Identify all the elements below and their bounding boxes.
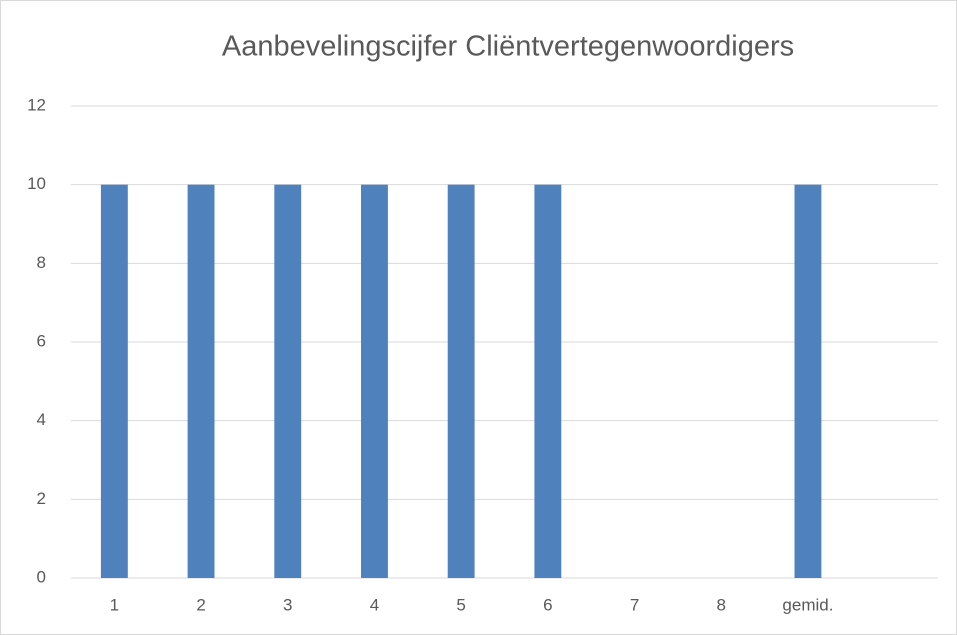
y-tick-label: 0 (37, 567, 46, 586)
bar (361, 184, 388, 578)
y-tick-label: 2 (37, 489, 46, 508)
bar (534, 184, 562, 578)
y-tick-label: 4 (37, 410, 46, 429)
x-tick-label: 2 (196, 595, 205, 614)
x-tick-label: 5 (456, 595, 465, 614)
x-tick-label: gemid. (782, 595, 833, 614)
bar (100, 184, 128, 578)
x-tick-label: 4 (370, 595, 379, 614)
y-tick-label: 8 (37, 253, 46, 272)
x-tick-label: 1 (110, 595, 119, 614)
bar (794, 184, 822, 578)
y-tick-label: 10 (27, 174, 46, 193)
x-tick-label: 6 (543, 595, 552, 614)
bar (274, 184, 302, 578)
x-tick-label: 8 (717, 595, 726, 614)
x-tick-label: 3 (283, 595, 292, 614)
x-tick-label: 7 (630, 595, 639, 614)
y-tick-label: 6 (37, 331, 46, 350)
chart-title: Aanbevelingscijfer Cliëntvertegenwoordig… (222, 31, 794, 63)
bar (447, 184, 475, 578)
y-tick-label: 12 (27, 95, 46, 114)
bar (187, 184, 215, 578)
